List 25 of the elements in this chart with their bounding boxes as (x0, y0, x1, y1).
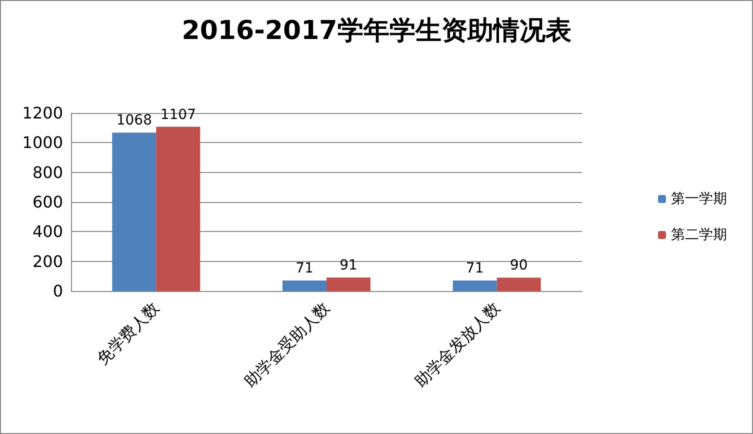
data-label: 90 (510, 258, 528, 274)
y-tick-label: 200 (32, 252, 63, 271)
data-label: 71 (466, 260, 484, 276)
x-tick-label: 助学金发放人数 (410, 298, 504, 391)
bar (156, 126, 200, 291)
data-label: 1107 (160, 106, 196, 123)
bar (282, 280, 326, 291)
data-label: 71 (296, 260, 314, 276)
y-tick-label: 800 (32, 162, 63, 182)
bar (452, 280, 497, 291)
y-tick-label: 600 (32, 192, 63, 212)
data-label: 91 (340, 258, 358, 274)
x-tick-label: 助学金受助人数 (240, 298, 334, 391)
bar (496, 278, 541, 291)
x-tick-label: 免学费人数 (92, 298, 163, 368)
legend-label: 第二学期 (671, 227, 727, 243)
y-tick-label: 1000 (22, 133, 63, 152)
data-label: 1068 (116, 112, 152, 129)
bar (112, 132, 156, 291)
y-tick-label: 1200 (22, 104, 63, 122)
y-tick-label: 400 (32, 222, 63, 242)
chart-title: 2016-2017学年学生资助情况表 (182, 16, 572, 46)
bar (326, 278, 370, 291)
legend-label: 第一学期 (671, 191, 727, 207)
y-tick-label: 0 (52, 282, 63, 300)
